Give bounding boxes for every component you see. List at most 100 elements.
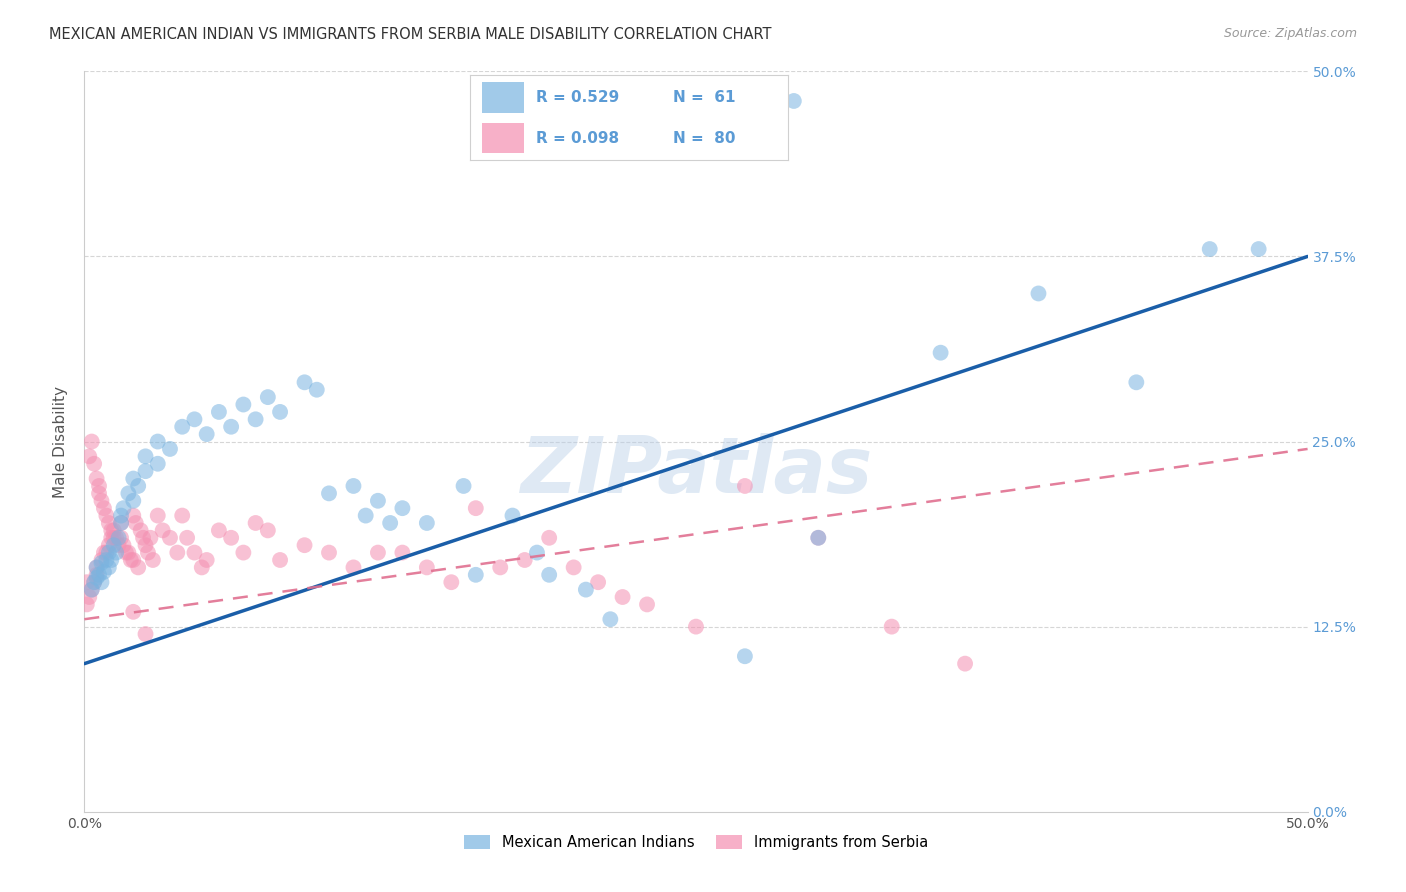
- Immigrants from Serbia: [80, 582, 103, 597]
- Immigrants from Serbia: [135, 538, 157, 552]
- Mexican American Indians: [453, 479, 475, 493]
- Immigrants from Serbia: [391, 546, 413, 560]
- Immigrants from Serbia: [440, 575, 463, 590]
- Mexican American Indians: [110, 508, 132, 523]
- Immigrants from Serbia: [90, 553, 112, 567]
- Mexican American Indians: [1028, 286, 1050, 301]
- Immigrants from Serbia: [100, 531, 122, 545]
- Immigrants from Serbia: [83, 575, 105, 590]
- Immigrants from Serbia: [86, 471, 108, 485]
- Mexican American Indians: [367, 493, 389, 508]
- Immigrants from Serbia: [416, 560, 439, 574]
- Immigrants from Serbia: [103, 524, 125, 538]
- Mexican American Indians: [117, 486, 139, 500]
- Immigrants from Serbia: [87, 479, 110, 493]
- Immigrants from Serbia: [117, 546, 139, 560]
- Mexican American Indians: [183, 412, 205, 426]
- Mexican American Indians: [100, 553, 122, 567]
- Mexican American Indians: [416, 516, 439, 530]
- Mexican American Indians: [538, 567, 561, 582]
- Text: Source: ZipAtlas.com: Source: ZipAtlas.com: [1223, 27, 1357, 40]
- Immigrants from Serbia: [166, 546, 188, 560]
- Mexican American Indians: [929, 345, 952, 359]
- Mexican American Indians: [807, 531, 830, 545]
- Immigrants from Serbia: [257, 524, 280, 538]
- Immigrants from Serbia: [152, 524, 174, 538]
- Immigrants from Serbia: [129, 524, 152, 538]
- Immigrants from Serbia: [269, 553, 291, 567]
- Mexican American Indians: [90, 575, 112, 590]
- Immigrants from Serbia: [880, 619, 903, 633]
- Mexican American Indians: [575, 582, 598, 597]
- Mexican American Indians: [80, 582, 103, 597]
- Mexican American Indians: [380, 516, 402, 530]
- Y-axis label: Male Disability: Male Disability: [53, 385, 69, 498]
- Immigrants from Serbia: [86, 567, 108, 582]
- Immigrants from Serbia: [612, 590, 634, 604]
- Mexican American Indians: [318, 486, 340, 500]
- Immigrants from Serbia: [342, 560, 364, 574]
- Mexican American Indians: [464, 567, 486, 582]
- Immigrants from Serbia: [636, 598, 658, 612]
- Immigrants from Serbia: [77, 590, 100, 604]
- Mexican American Indians: [112, 501, 135, 516]
- Mexican American Indians: [127, 479, 149, 493]
- Mexican American Indians: [103, 538, 125, 552]
- Immigrants from Serbia: [107, 538, 129, 552]
- Immigrants from Serbia: [318, 546, 340, 560]
- Text: MEXICAN AMERICAN INDIAN VS IMMIGRANTS FROM SERBIA MALE DISABILITY CORRELATION CH: MEXICAN AMERICAN INDIAN VS IMMIGRANTS FR…: [49, 27, 772, 42]
- Immigrants from Serbia: [159, 531, 181, 545]
- Immigrants from Serbia: [208, 524, 231, 538]
- Immigrants from Serbia: [112, 538, 135, 552]
- Immigrants from Serbia: [83, 457, 105, 471]
- Mexican American Indians: [1198, 242, 1220, 256]
- Immigrants from Serbia: [93, 501, 115, 516]
- Mexican American Indians: [122, 493, 145, 508]
- Mexican American Indians: [172, 419, 194, 434]
- Immigrants from Serbia: [953, 657, 976, 671]
- Immigrants from Serbia: [93, 546, 115, 560]
- Immigrants from Serbia: [97, 516, 120, 530]
- Immigrants from Serbia: [294, 538, 316, 552]
- Mexican American Indians: [135, 464, 157, 478]
- Mexican American Indians: [502, 508, 524, 523]
- Mexican American Indians: [391, 501, 413, 516]
- Immigrants from Serbia: [90, 493, 112, 508]
- Immigrants from Serbia: [135, 627, 157, 641]
- Immigrants from Serbia: [103, 531, 125, 545]
- Immigrants from Serbia: [139, 531, 162, 545]
- Mexican American Indians: [219, 419, 242, 434]
- Immigrants from Serbia: [219, 531, 242, 545]
- Immigrants from Serbia: [122, 508, 145, 523]
- Immigrants from Serbia: [97, 538, 120, 552]
- Mexican American Indians: [93, 565, 115, 579]
- Mexican American Indians: [1125, 376, 1147, 390]
- Immigrants from Serbia: [489, 560, 512, 574]
- Immigrants from Serbia: [122, 553, 145, 567]
- Immigrants from Serbia: [245, 516, 267, 530]
- Immigrants from Serbia: [115, 546, 138, 560]
- Mexican American Indians: [195, 427, 218, 442]
- Immigrants from Serbia: [77, 450, 100, 464]
- Mexican American Indians: [159, 442, 181, 456]
- Immigrants from Serbia: [110, 516, 132, 530]
- Mexican American Indians: [269, 405, 291, 419]
- Immigrants from Serbia: [100, 524, 122, 538]
- Immigrants from Serbia: [132, 531, 155, 545]
- Mexican American Indians: [105, 546, 128, 560]
- Mexican American Indians: [294, 376, 316, 390]
- Immigrants from Serbia: [127, 560, 149, 574]
- Immigrants from Serbia: [76, 575, 98, 590]
- Mexican American Indians: [107, 531, 129, 545]
- Mexican American Indians: [96, 553, 118, 567]
- Mexican American Indians: [599, 612, 621, 626]
- Mexican American Indians: [146, 457, 169, 471]
- Immigrants from Serbia: [232, 546, 254, 560]
- Immigrants from Serbia: [172, 508, 194, 523]
- Immigrants from Serbia: [80, 434, 103, 449]
- Mexican American Indians: [87, 567, 110, 582]
- Immigrants from Serbia: [513, 553, 536, 567]
- Immigrants from Serbia: [464, 501, 486, 516]
- Immigrants from Serbia: [86, 560, 108, 574]
- Immigrants from Serbia: [142, 553, 165, 567]
